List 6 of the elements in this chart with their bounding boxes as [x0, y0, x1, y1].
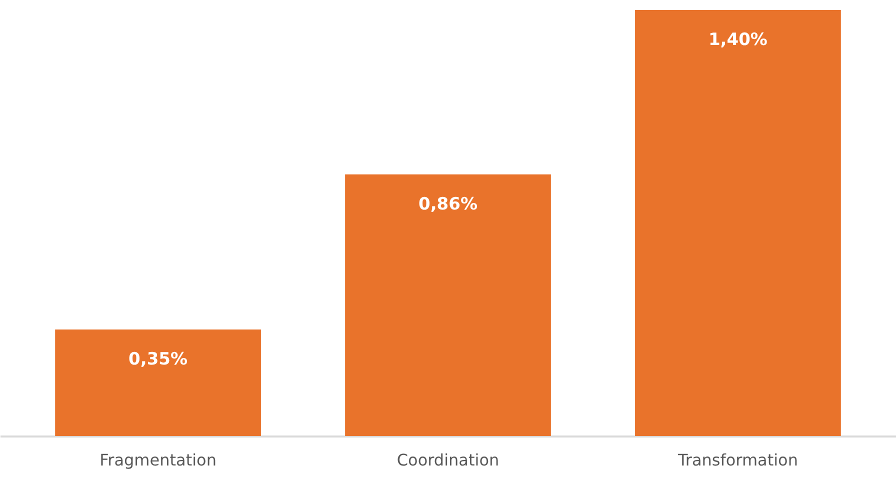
x-tick-label: Fragmentation	[100, 450, 216, 470]
data-label: 0,86%	[418, 194, 478, 214]
data-label: 1,40%	[708, 30, 768, 50]
x-tick-label: Coordination	[396, 450, 500, 470]
x-tick-label: Transformation	[676, 450, 798, 470]
data-label: 0,35%	[128, 350, 188, 370]
